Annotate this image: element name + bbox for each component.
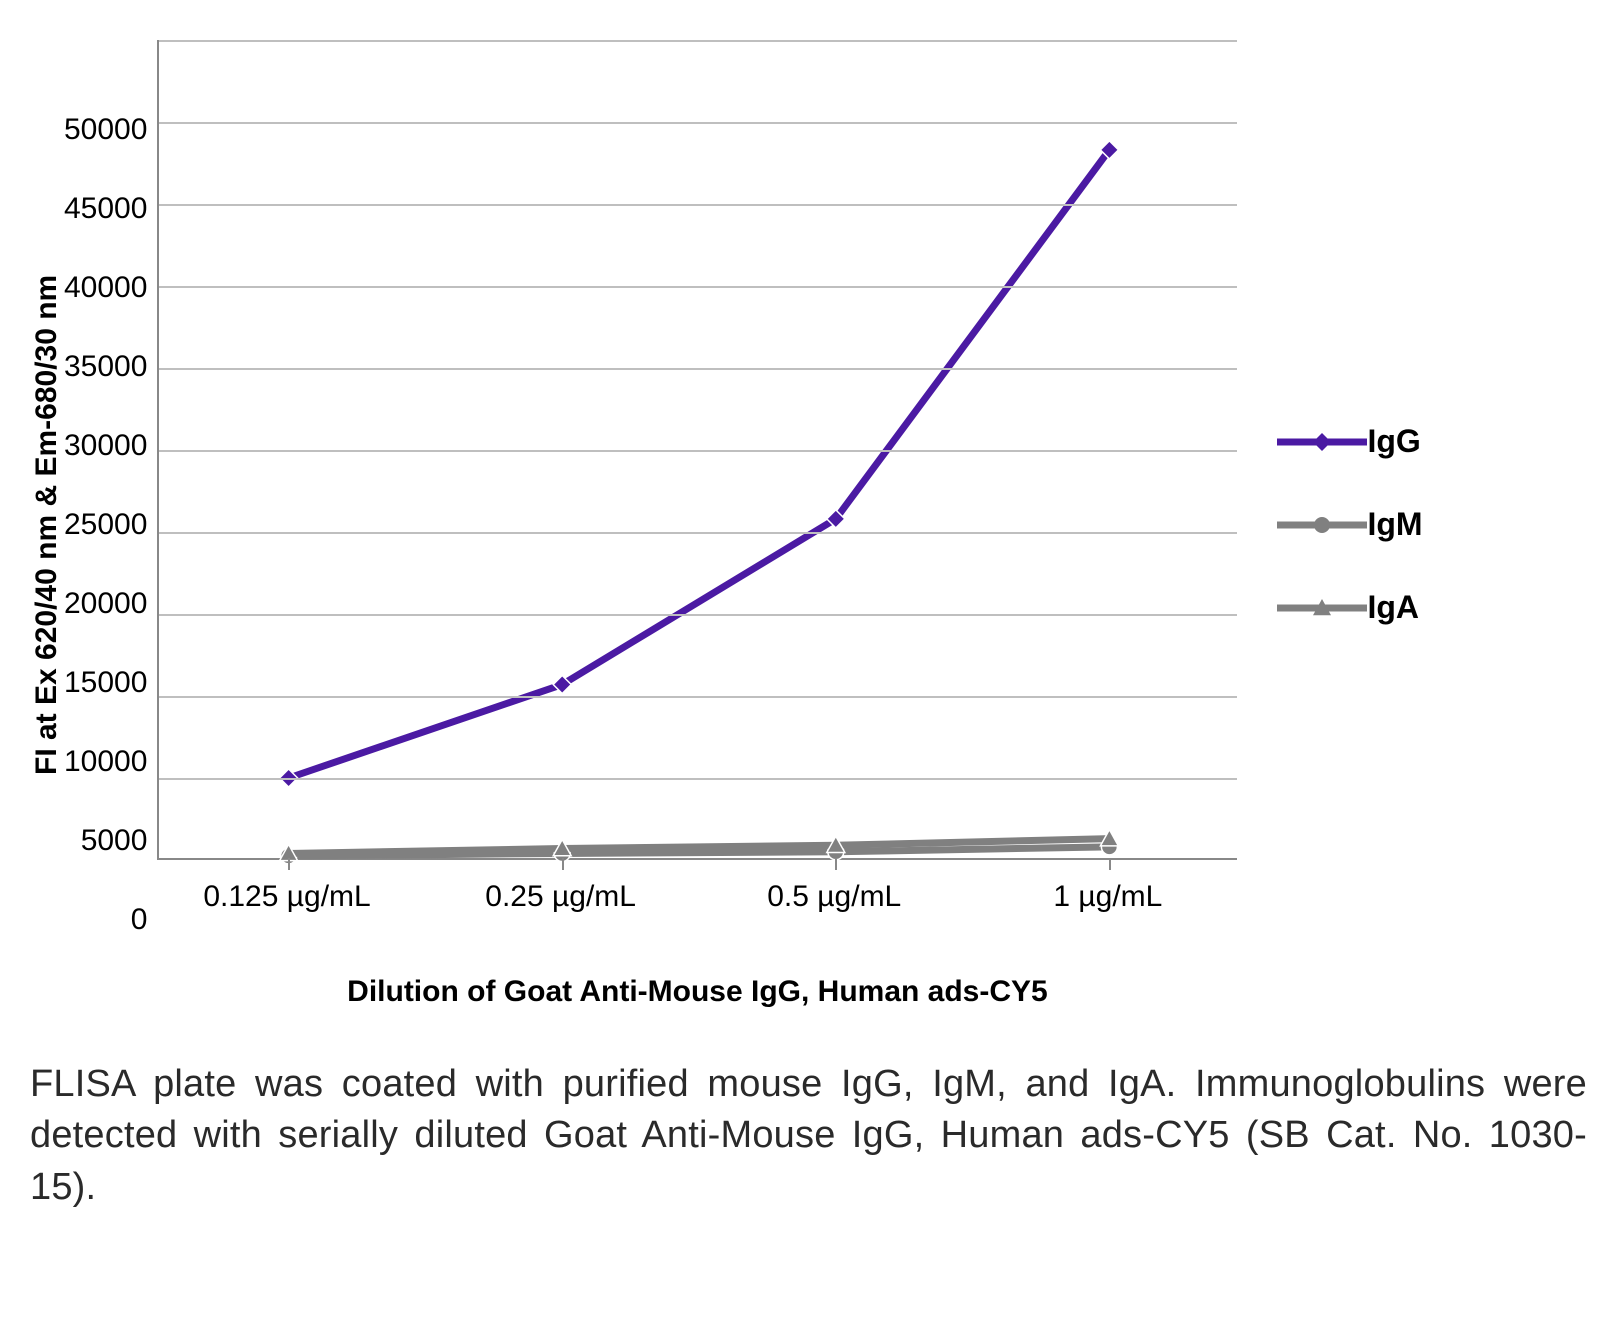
plot-area (157, 40, 1237, 860)
x-axis-title: Dilution of Goat Anti-Mouse IgG, Human a… (157, 975, 1237, 1009)
x-tick-label: 0.25 µg/mL (485, 880, 636, 914)
gridline (159, 40, 1237, 42)
triangle-icon (1311, 597, 1333, 619)
gridline (159, 286, 1237, 288)
circle-icon (1312, 515, 1332, 535)
y-tick-label: 0 (131, 905, 148, 935)
y-tick-label: 30000 (64, 431, 147, 461)
x-tick-label: 0.5 µg/mL (767, 880, 901, 914)
gridline (159, 204, 1237, 206)
legend-swatch (1277, 429, 1367, 455)
y-tick-label: 10000 (64, 747, 147, 777)
y-tick-label: 40000 (64, 273, 147, 303)
x-tick-label: 0.125 µg/mL (203, 880, 370, 914)
legend-item: IgM (1277, 506, 1422, 543)
legend-label: IgA (1367, 589, 1419, 626)
gridline (159, 778, 1237, 780)
x-tick-labels: 0.125 µg/mL 0.25 µg/mL 0.5 µg/mL 1 µg/mL (157, 860, 1237, 915)
chart-row: FI at Ex 620/40 nm & Em-680/30 nm 500004… (30, 40, 1587, 1009)
gridline (159, 696, 1237, 698)
legend-item: IgG (1277, 423, 1422, 460)
y-tick-labels: 5000045000400003500030000250002000015000… (64, 115, 157, 935)
gridline (159, 122, 1237, 124)
y-tick-label: 15000 (64, 668, 147, 698)
gridline (159, 368, 1237, 370)
y-tick-label: 45000 (64, 194, 147, 224)
y-tick-label: 50000 (64, 115, 147, 145)
figure: FI at Ex 620/40 nm & Em-680/30 nm 500004… (30, 40, 1587, 1213)
y-tick-label: 5000 (81, 826, 148, 856)
gridline (159, 532, 1237, 534)
legend-label: IgM (1367, 506, 1422, 543)
series-line (289, 150, 1110, 778)
y-tick-label: 35000 (64, 352, 147, 382)
caption: FLISA plate was coated with purified mou… (30, 1059, 1587, 1213)
diamond-icon (1311, 431, 1333, 453)
y-tick-label: 20000 (64, 589, 147, 619)
gridline (159, 450, 1237, 452)
legend-label: IgG (1367, 423, 1420, 460)
legend-item: IgA (1277, 589, 1422, 626)
gridline (159, 614, 1237, 616)
legend: IgG IgM IgA (1277, 423, 1422, 626)
y-tick-label: 25000 (64, 510, 147, 540)
legend-swatch (1277, 513, 1367, 537)
y-axis-title: FI at Ex 620/40 nm & Em-680/30 nm (30, 115, 64, 935)
x-tick-label: 1 µg/mL (1053, 880, 1162, 914)
legend-swatch (1277, 595, 1367, 621)
